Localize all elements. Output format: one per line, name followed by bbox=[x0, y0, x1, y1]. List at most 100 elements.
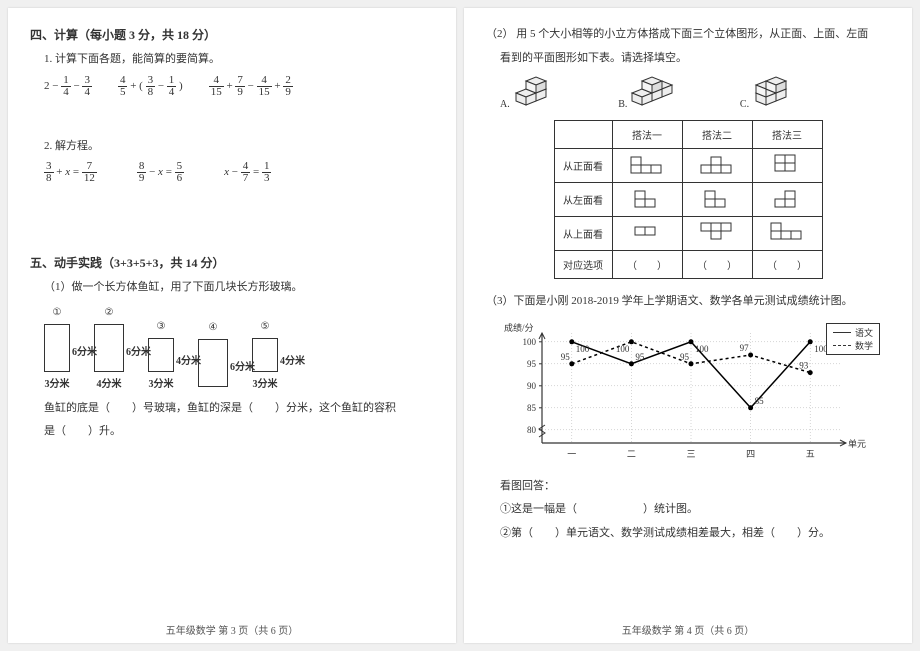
legend-shuxue-line bbox=[833, 345, 851, 346]
svg-text:80: 80 bbox=[527, 425, 537, 435]
svg-text:四: 四 bbox=[746, 449, 755, 459]
q4-2: 2. 解方程。 bbox=[30, 138, 434, 156]
row-top: 从上面看 bbox=[554, 217, 822, 251]
iso-a-label: A. bbox=[500, 99, 510, 110]
glass-5-dim-bottom: 3分米 bbox=[253, 375, 278, 390]
legend-yuwen-line bbox=[833, 332, 851, 333]
row-left-label: 从左面看 bbox=[554, 183, 612, 217]
iso-c: C. bbox=[740, 73, 798, 110]
legend-shuxue-label: 数学 bbox=[855, 339, 873, 352]
expr-2: 45 + ( 38 − 14 ) bbox=[118, 75, 183, 98]
cell-l3 bbox=[752, 183, 822, 217]
glass-1-shape: 6分米 bbox=[44, 324, 70, 372]
glass-3-dim-bottom: 3分米 bbox=[149, 375, 174, 390]
svg-text:95: 95 bbox=[527, 359, 537, 369]
q5-1b: 鱼缸的底是（ ）号玻璃，鱼缸的深是（ ）分米，这个鱼缸的容积 bbox=[30, 400, 434, 418]
iso-a-svg bbox=[512, 75, 558, 107]
svg-text:100: 100 bbox=[576, 344, 590, 354]
svg-text:一: 一 bbox=[567, 449, 576, 459]
svg-text:100: 100 bbox=[695, 344, 709, 354]
glass-1-id: ① bbox=[53, 307, 62, 318]
svg-text:95: 95 bbox=[635, 352, 645, 362]
svg-text:97: 97 bbox=[740, 343, 750, 353]
cell-t2 bbox=[682, 217, 752, 251]
glass-5-id: ⑤ bbox=[261, 321, 270, 332]
expr-1: 2 − 14 − 34 bbox=[44, 75, 92, 98]
q4-1: 1. 计算下面各题，能简算的要简算。 bbox=[30, 51, 434, 69]
row-front-label: 从正面看 bbox=[554, 149, 612, 183]
eqn-3: x − 47 = 13 bbox=[224, 161, 271, 184]
section-4-title: 四、计算（每小题 3 分，共 18 分） bbox=[30, 26, 434, 43]
glass-4: ④ 6分米 bbox=[198, 322, 228, 390]
q3-b: ①这是一幅是（ ）统计图。 bbox=[486, 501, 890, 519]
eq-row-2: 38 + x = 712 89 − x = 56 x − 47 = 13 bbox=[44, 161, 434, 184]
page-3: 四、计算（每小题 3 分，共 18 分） 1. 计算下面各题，能简算的要简算。 … bbox=[8, 8, 456, 643]
row-answer-label: 对应选项 bbox=[554, 251, 612, 279]
iso-a: A. bbox=[500, 75, 558, 110]
page-4: （2） 用 5 个大小相等的小立方体搭成下面三个立体图形，从正面、上面、左面 看… bbox=[464, 8, 912, 643]
page-3-footer: 五年级数学 第 3 页（共 6 页） bbox=[8, 622, 456, 637]
svg-text:93: 93 bbox=[799, 360, 809, 370]
glass-2-id: ② bbox=[105, 307, 114, 318]
q3-text: （3）下面是小刚 2018-2019 学年上学期语文、数学各单元测试成绩统计图。 bbox=[486, 293, 890, 311]
th-1: 搭法一 bbox=[612, 121, 682, 149]
svg-text:100: 100 bbox=[616, 344, 630, 354]
glass-4-shape: 6分米 bbox=[198, 339, 228, 387]
views-table: 搭法一 搭法二 搭法三 从正面看 从左面看 从上面看 对应选项 （ ） （ ） … bbox=[554, 120, 823, 279]
cell-a2: （ ） bbox=[682, 251, 752, 279]
q3-a: 看图回答： bbox=[486, 478, 890, 496]
expr-3: 415 + 79 − 415 + 29 bbox=[209, 75, 293, 98]
section-5-title: 五、动手实践（3+3+5+3，共 14 分） bbox=[30, 254, 434, 271]
cell-f2 bbox=[682, 149, 752, 183]
iso-b-svg bbox=[630, 73, 680, 107]
eqn-2: 89 − x = 56 bbox=[137, 161, 184, 184]
row-top-label: 从上面看 bbox=[554, 217, 612, 251]
iso-c-svg bbox=[752, 73, 798, 107]
page-4-footer: 五年级数学 第 4 页（共 6 页） bbox=[464, 622, 912, 637]
glass-3: ③ 4分米 3分米 bbox=[148, 321, 174, 390]
glass-2: ② 6分米 4分米 bbox=[94, 307, 124, 390]
glass-5: ⑤4分米3分米 bbox=[252, 321, 278, 390]
legend-yuwen-label: 语文 bbox=[855, 326, 873, 339]
q3-c: ②第（ ）单元语文、数学测试成绩相差最大，相差（ ）分。 bbox=[486, 525, 890, 543]
cell-l2 bbox=[682, 183, 752, 217]
iso-row: A. B. bbox=[500, 73, 890, 110]
svg-text:成绩/分: 成绩/分 bbox=[504, 322, 534, 333]
svg-text:单元: 单元 bbox=[848, 438, 866, 449]
chart: 语文 数学 80859095100成绩/分单元一二三四五100951008510… bbox=[500, 319, 890, 472]
glass-3-shape: 4分米 bbox=[148, 338, 174, 372]
views-header-row: 搭法一 搭法二 搭法三 bbox=[554, 121, 822, 149]
eqn-1: 38 + x = 712 bbox=[44, 161, 97, 184]
glass-1-dim-bottom: 3分米 bbox=[45, 375, 70, 390]
iso-b-label: B. bbox=[618, 99, 627, 110]
row-front: 从正面看 bbox=[554, 149, 822, 183]
svg-text:95: 95 bbox=[680, 352, 690, 362]
svg-text:三: 三 bbox=[686, 449, 695, 459]
glass-4-id: ④ bbox=[209, 322, 218, 333]
glass-1: ① 6分米 3分米 bbox=[44, 307, 70, 390]
th-3: 搭法三 bbox=[752, 121, 822, 149]
svg-text:85: 85 bbox=[527, 403, 537, 413]
glass-2-dim-bottom: 4分米 bbox=[97, 375, 122, 390]
cell-f1 bbox=[612, 149, 682, 183]
q2-line1: （2） 用 5 个大小相等的小立方体搭成下面三个立体图形，从正面、上面、左面 bbox=[486, 26, 890, 44]
chart-svg: 80859095100成绩/分单元一二三四五100951008510095100… bbox=[500, 319, 880, 469]
row-answer: 对应选项 （ ） （ ） （ ） bbox=[554, 251, 822, 279]
q5-1c: 是（ ）升。 bbox=[30, 423, 434, 441]
iso-b: B. bbox=[618, 73, 680, 110]
cell-t3 bbox=[752, 217, 822, 251]
chart-legend: 语文 数学 bbox=[826, 323, 880, 355]
svg-text:100: 100 bbox=[523, 337, 537, 347]
glass-row: ① 6分米 3分米 ② 6分米 4分米 ③ 4分米 3分米 ④ 6分米 ⑤4分米3分米 bbox=[44, 307, 434, 390]
iso-c-label: C. bbox=[740, 99, 749, 110]
svg-text:85: 85 bbox=[755, 396, 765, 406]
cell-a1: （ ） bbox=[612, 251, 682, 279]
cell-f3 bbox=[752, 149, 822, 183]
cell-l1 bbox=[612, 183, 682, 217]
cell-t1 bbox=[612, 217, 682, 251]
svg-text:二: 二 bbox=[627, 449, 636, 459]
glass-3-id: ③ bbox=[157, 321, 166, 332]
glass-2-shape: 6分米 bbox=[94, 324, 124, 372]
th-blank bbox=[554, 121, 612, 149]
row-left: 从左面看 bbox=[554, 183, 822, 217]
